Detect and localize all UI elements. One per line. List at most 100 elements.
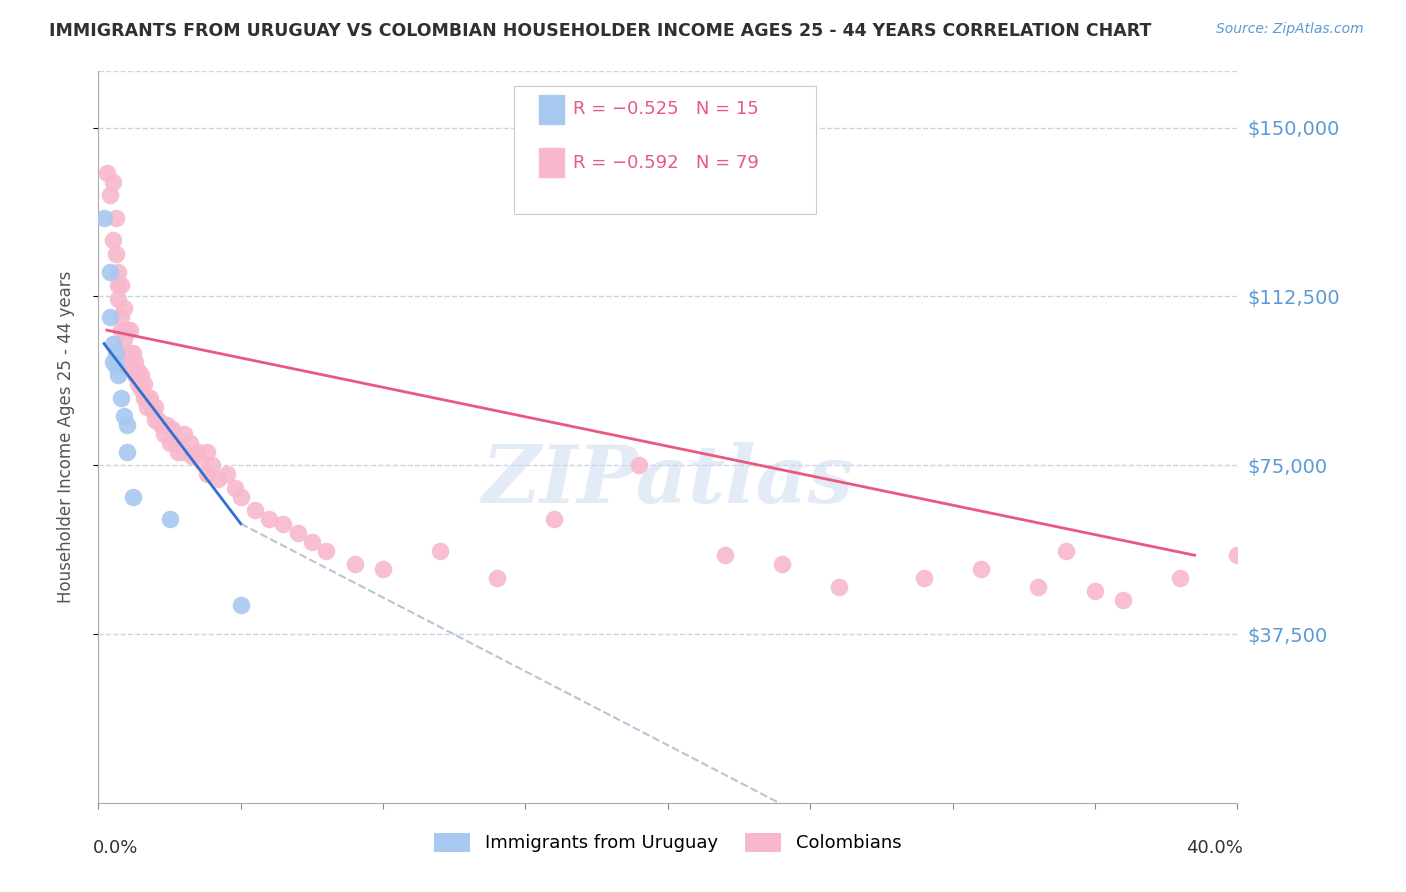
Point [110, 310, 132, 324]
Point [770, 558, 793, 572]
Text: R = −0.525   N = 15: R = −0.525 N = 15 [574, 101, 759, 119]
Point [127, 364, 149, 378]
Point [110, 278, 132, 293]
Point [207, 472, 229, 486]
Point [129, 368, 152, 383]
Point [190, 453, 212, 467]
Point [98, 310, 121, 324]
Point [129, 382, 152, 396]
Point [135, 400, 157, 414]
Point [162, 422, 184, 436]
Point [148, 413, 170, 427]
Bar [538, 148, 564, 178]
Point [373, 562, 395, 576]
Point [110, 391, 132, 405]
Point [1084, 584, 1107, 599]
Point [98, 188, 121, 202]
Point [104, 345, 127, 359]
Point [138, 391, 160, 405]
Point [110, 323, 132, 337]
Point [714, 548, 737, 562]
Point [173, 426, 195, 441]
Point [127, 377, 149, 392]
Point [101, 233, 124, 247]
Point [167, 444, 190, 458]
Point [107, 265, 129, 279]
Point [1056, 543, 1078, 558]
Point [145, 413, 167, 427]
Text: Source: ZipAtlas.com: Source: ZipAtlas.com [1216, 22, 1364, 37]
Point [112, 301, 135, 315]
Point [187, 444, 209, 458]
Point [828, 580, 851, 594]
Point [173, 444, 195, 458]
Point [315, 543, 337, 558]
Point [912, 571, 935, 585]
Text: 0.0%: 0.0% [93, 839, 138, 857]
Point [115, 417, 138, 432]
Bar [538, 95, 564, 124]
Point [181, 449, 204, 463]
Point [135, 391, 157, 405]
Point [115, 345, 138, 359]
Point [195, 467, 218, 482]
Point [429, 543, 451, 558]
Point [101, 175, 124, 189]
Point [543, 512, 565, 526]
Point [486, 571, 509, 585]
Point [96, 166, 118, 180]
Point [628, 458, 651, 473]
Point [243, 503, 266, 517]
Point [165, 435, 187, 450]
Point [115, 323, 138, 337]
Text: ZIPatlas: ZIPatlas [482, 442, 853, 520]
Point [132, 377, 155, 392]
Point [104, 359, 127, 374]
Point [124, 354, 146, 368]
Point [132, 391, 155, 405]
Point [1226, 548, 1249, 562]
Text: 40.0%: 40.0% [1187, 839, 1243, 857]
Point [301, 534, 323, 549]
Point [1026, 580, 1049, 594]
Point [118, 345, 141, 359]
Point [343, 558, 366, 572]
Point [195, 444, 218, 458]
Point [121, 345, 143, 359]
Point [150, 417, 173, 432]
Point [121, 364, 143, 378]
Point [104, 246, 127, 260]
Point [201, 458, 224, 473]
Point [112, 332, 135, 346]
Y-axis label: Householder Income Ages 25 - 44 years: Householder Income Ages 25 - 44 years [56, 271, 75, 603]
Point [1170, 571, 1192, 585]
Point [121, 490, 143, 504]
Point [259, 512, 281, 526]
Legend: Immigrants from Uruguay, Colombians: Immigrants from Uruguay, Colombians [427, 826, 908, 860]
Point [101, 354, 124, 368]
Point [179, 435, 201, 450]
Point [1112, 593, 1135, 607]
Text: R = −0.592   N = 79: R = −0.592 N = 79 [574, 153, 759, 172]
Point [112, 409, 135, 423]
Point [156, 417, 179, 432]
Point [159, 512, 181, 526]
Point [229, 490, 252, 504]
Point [141, 404, 163, 418]
Point [107, 368, 129, 383]
Point [107, 292, 129, 306]
Point [145, 400, 167, 414]
Point [115, 359, 138, 374]
Point [224, 481, 246, 495]
Point [159, 435, 181, 450]
FancyBboxPatch shape [515, 86, 815, 214]
Point [970, 562, 993, 576]
Point [104, 211, 127, 225]
Text: IMMIGRANTS FROM URUGUAY VS COLOMBIAN HOUSEHOLDER INCOME AGES 25 - 44 YEARS CORRE: IMMIGRANTS FROM URUGUAY VS COLOMBIAN HOU… [49, 22, 1152, 40]
Point [93, 211, 115, 225]
Point [101, 336, 124, 351]
Point [273, 516, 295, 531]
Point [107, 278, 129, 293]
Point [153, 426, 176, 441]
Point [98, 265, 121, 279]
